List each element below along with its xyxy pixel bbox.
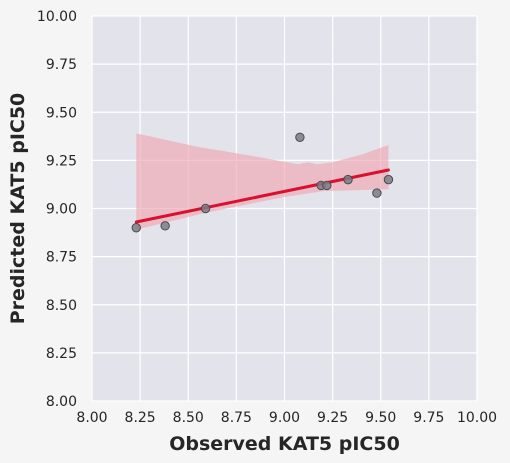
x-axis-ticks: 8.00 8.25 8.50 8.75 9.00 9.25 9.50 9.75 10.00 (76, 410, 497, 426)
x-tick-label: 10.00 (457, 410, 497, 426)
y-tick-label: 8.25 (46, 346, 77, 362)
y-tick-label: 8.00 (46, 394, 77, 410)
y-tick-label: 8.50 (46, 298, 77, 314)
y-axis-ticks: 8.00 8.25 8.50 8.75 9.00 9.25 9.50 9.75 10.00 (37, 9, 77, 410)
data-point (383, 174, 394, 185)
x-tick-label: 8.50 (173, 410, 204, 426)
x-tick-label: 8.00 (76, 410, 107, 426)
data-point (131, 223, 141, 233)
y-tick-label: 10.00 (37, 9, 77, 25)
x-tick-label: 9.00 (269, 410, 300, 426)
x-tick-label: 8.75 (221, 410, 252, 426)
x-tick-label: 9.75 (413, 410, 444, 426)
y-tick-label: 9.75 (46, 57, 77, 73)
confidence-band (136, 133, 389, 230)
y-tick-label: 8.75 (46, 250, 77, 266)
x-tick-label: 9.50 (365, 410, 396, 426)
confidence-band-area (136, 133, 389, 230)
data-point (295, 132, 305, 142)
data-point (322, 180, 332, 191)
data-point (200, 203, 211, 214)
x-tick-label: 8.25 (125, 410, 156, 426)
y-tick-label: 9.25 (46, 153, 77, 169)
y-axis-label: Predicted KAT5 pIC50 (7, 93, 29, 325)
data-points (131, 132, 394, 233)
y-tick-label: 9.50 (46, 105, 77, 121)
y-tick-label: 9.00 (46, 202, 77, 218)
data-point (343, 174, 353, 185)
data-point (372, 188, 382, 198)
data-point (160, 221, 170, 231)
x-tick-label: 9.25 (317, 410, 348, 426)
grid (91, 15, 478, 402)
x-axis-label: Observed KAT5 pIC50 (169, 433, 400, 455)
